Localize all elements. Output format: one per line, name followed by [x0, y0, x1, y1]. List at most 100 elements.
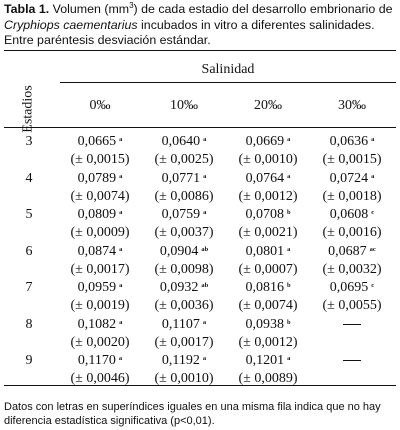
mean-value: 0,1082 a	[77, 316, 123, 332]
group-header-rule	[60, 82, 396, 83]
table-cell: 0,0809 a (± 0,0009)	[58, 206, 142, 242]
mean-value: 0,0809 a	[77, 207, 123, 222]
significance-letter: b	[286, 282, 291, 289]
column-header: 20‰	[254, 98, 282, 113]
stage-number: 6	[25, 243, 33, 259]
table-cell: 0,0695 c (± 0,0055)	[310, 279, 394, 315]
table-cell: 0,0724 a (± 0,0018)	[310, 170, 394, 206]
table-cell: 0,0874 a (± 0,0017)	[58, 243, 142, 279]
mean-value: 0,0669 a	[245, 134, 291, 149]
mean-value: 0,0708 b	[245, 207, 291, 222]
significance-letter: b	[286, 318, 291, 326]
significance-letter: a	[202, 355, 207, 362]
column-header: 30‰	[338, 98, 366, 113]
std-deviation: (± 0,0098)	[154, 261, 214, 277]
table-cell: 0,0932 ab (± 0,0036)	[142, 279, 226, 315]
table-cell: 0,0764 a (± 0,0012)	[226, 170, 310, 206]
std-deviation: (± 0,0017)	[70, 261, 130, 277]
std-deviation: (± 0,0020)	[70, 334, 130, 350]
table-cell	[310, 316, 394, 334]
std-deviation: (± 0,0007)	[238, 261, 298, 277]
significance-letter: a	[287, 172, 291, 180]
mean-value: 0,0932 ab	[159, 280, 209, 295]
table-cell: 0,1107 a (± 0,0017)	[142, 316, 226, 352]
std-deviation: (± 0,0010)	[238, 152, 298, 167]
significance-letter: ab	[201, 245, 209, 253]
stage-number: 5	[25, 207, 33, 222]
stage-number: 4	[25, 170, 33, 186]
std-deviation: (± 0,0018)	[322, 188, 382, 204]
stage-number: 9	[25, 353, 33, 368]
mean-value: 0,0636 a	[329, 134, 375, 149]
std-deviation: (± 0,0074)	[70, 188, 130, 204]
table-cell: 0,0669 a (± 0,0010)	[226, 133, 310, 169]
table-cell: 0,1192 a (± 0,0010)	[142, 352, 226, 388]
stage-number: 3	[25, 134, 33, 149]
caption-species: Cryphiops caementarius	[4, 17, 138, 32]
table-cell: 0,0801 a (± 0,0007)	[226, 243, 310, 279]
caption-text-1: Volumen (mm	[49, 2, 130, 16]
mean-value: 0,0608 c	[329, 207, 375, 222]
significance-letter: a	[287, 245, 291, 253]
table-cell: 0,1082 a (± 0,0020)	[58, 316, 142, 352]
mean-value: 0,0959 a	[77, 280, 123, 295]
table-cell: 0,0816 b (± 0,0074)	[226, 279, 310, 315]
std-deviation: (± 0,0016)	[322, 225, 382, 240]
std-deviation: (± 0,0015)	[322, 152, 382, 167]
std-deviation: (± 0,0089)	[238, 371, 298, 386]
significance-letter: a	[119, 209, 123, 216]
significance-letter: a	[203, 172, 207, 180]
mean-value: 0,0759 a	[161, 207, 207, 222]
mean-value: 0,1107 a	[161, 316, 207, 332]
table-cell: 0,0665 a (± 0,0015)	[58, 133, 142, 169]
std-deviation: (± 0,0086)	[154, 188, 214, 204]
std-deviation: (± 0,0019)	[70, 298, 130, 313]
mean-value: 0,0938 b	[245, 316, 291, 332]
significance-letter: c	[371, 282, 375, 289]
std-deviation: (± 0,0021)	[238, 225, 298, 240]
mean-value: 0,1170 a	[77, 353, 123, 368]
caption-text-2: ) de cada estadio del desarrollo embrion…	[133, 2, 393, 16]
caption-superscript: 3	[129, 0, 134, 10]
mean-value: 0,0665 a	[77, 134, 123, 149]
mean-value: 0,1192 a	[161, 353, 207, 368]
significance-letter: a	[118, 355, 123, 362]
table-cell: 0,0687 ac (± 0,0032)	[310, 243, 394, 279]
significance-letter: a	[203, 209, 207, 216]
table-cell: 0,0708 b (± 0,0021)	[226, 206, 310, 242]
std-deviation: (± 0,0055)	[322, 298, 382, 313]
significance-letter: c	[371, 209, 375, 216]
std-deviation: (± 0,0009)	[70, 225, 130, 240]
table-cell	[310, 352, 394, 370]
table-cell: 0,0904 ab (± 0,0098)	[142, 243, 226, 279]
mean-value: 0,0816 b	[245, 280, 291, 295]
mean-value: 0,1201 a	[245, 353, 291, 368]
mean-value: 0,0640 a	[161, 134, 207, 149]
mean-value: 0,0801 a	[245, 243, 291, 259]
table-cell: 0,0789 a (± 0,0074)	[58, 170, 142, 206]
table-caption: Tabla 1. Volumen (mm3) de cada estadio d…	[4, 0, 396, 49]
significance-letter: a	[371, 172, 375, 180]
column-header: 0‰	[89, 98, 111, 113]
stage-number: 7	[25, 280, 33, 295]
significance-letter: ab	[201, 282, 209, 289]
mean-value: 0,0724 a	[329, 170, 375, 186]
mean-value: 0,0687 ac	[328, 243, 376, 259]
std-deviation: (± 0,0037)	[154, 225, 214, 240]
mean-value: 0,0789 a	[77, 170, 123, 186]
mean-value: 0,0695 c	[329, 280, 375, 295]
std-deviation: (± 0,0025)	[154, 152, 214, 167]
std-deviation: (± 0,0012)	[238, 188, 298, 204]
significance-letter: a	[202, 318, 207, 326]
table-cell: 0,0938 b (± 0,0012)	[226, 316, 310, 352]
std-deviation: (± 0,0017)	[154, 334, 214, 350]
std-deviation: (± 0,0074)	[238, 298, 298, 313]
table-top-rule	[4, 50, 396, 51]
table-cell: 0,0771 a (± 0,0086)	[142, 170, 226, 206]
group-header: Salinidad	[201, 62, 255, 77]
table-cell: 0,1170 a (± 0,0046)	[58, 352, 142, 388]
table-cell: 0,1201 a (± 0,0089)	[226, 352, 310, 388]
significance-letter: a	[119, 136, 123, 143]
column-header: 10‰	[170, 98, 198, 113]
significance-letter: a	[287, 136, 291, 143]
